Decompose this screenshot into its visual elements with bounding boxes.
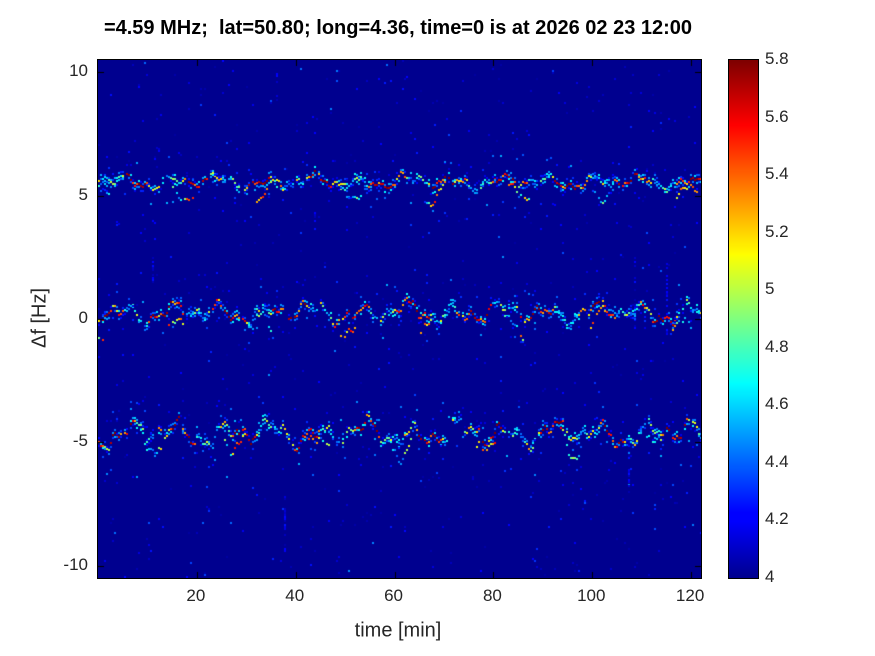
colorbar-tick-label: 4.4 bbox=[765, 451, 789, 471]
colorbar-tick-label: 5.6 bbox=[765, 106, 789, 126]
colorbar-tick-label: 4 bbox=[765, 567, 775, 586]
colorbar-tick-label: 4.8 bbox=[765, 336, 789, 356]
colorbar-canvas bbox=[729, 60, 758, 578]
colorbar-tick-label: 4.6 bbox=[765, 394, 789, 414]
y-tick-label: -5 bbox=[72, 431, 88, 451]
colorbar-tick-label: 5.4 bbox=[765, 164, 789, 184]
x-tick-label: 40 bbox=[285, 586, 305, 605]
colorbar bbox=[728, 59, 759, 579]
spectrogram-canvas bbox=[98, 60, 701, 578]
y-tick-label: 5 bbox=[78, 184, 88, 204]
x-axis-label: time [min] bbox=[354, 619, 442, 642]
y-tick-label: 10 bbox=[69, 61, 88, 81]
y-tick-label: -10 bbox=[63, 554, 88, 574]
x-tick-label: 100 bbox=[577, 586, 606, 605]
x-tick-label: 20 bbox=[186, 586, 206, 605]
x-tick-label: 120 bbox=[675, 586, 705, 605]
y-axis-label: Δf [Hz] bbox=[28, 287, 51, 349]
colorbar-tick-label: 5.8 bbox=[765, 49, 789, 68]
chart-title: =4.59 MHz; lat=50.80; long=4.36, time=0 … bbox=[103, 17, 693, 39]
plot-area bbox=[97, 59, 702, 579]
colorbar-tick-label: 4.2 bbox=[765, 509, 789, 529]
y-tick-label: 0 bbox=[78, 308, 88, 327]
x-tick-label: 80 bbox=[482, 586, 502, 605]
x-tick-label: 60 bbox=[384, 586, 404, 605]
colorbar-tick-label: 5.2 bbox=[765, 221, 789, 241]
colorbar-tick-label: 5 bbox=[765, 279, 775, 299]
